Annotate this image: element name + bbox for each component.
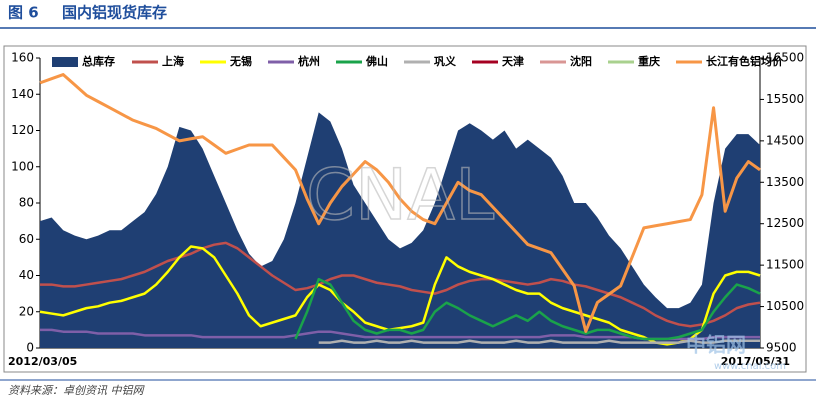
line-series: [294, 277, 761, 341]
y2-tick-label: 16500: [766, 51, 804, 65]
legend-label: 无锡: [229, 54, 252, 68]
x-tick-label: 2017/05/31: [721, 355, 790, 368]
watermark: CNAL: [306, 154, 494, 236]
plot-area: 0 20 40 60 80 100 120 140 160 9500 10500 11500 12500…: [8, 51, 804, 369]
area-series: [40, 112, 760, 348]
y-tick-label: 160: [11, 51, 34, 65]
legend-label: 巩义: [434, 54, 457, 68]
legend-label: 重庆: [638, 54, 660, 68]
line-series: [40, 241, 761, 328]
figure-number: 图 6: [8, 4, 39, 22]
y2-tick-label: 14500: [766, 133, 804, 147]
legend-label: 沈阳: [570, 54, 592, 68]
y-tick-label: 20: [19, 304, 34, 318]
y2-tick-label: 13500: [766, 175, 804, 189]
chart-frame: [3, 45, 807, 373]
y-tick-label: 80: [19, 196, 34, 210]
line-series: [318, 339, 760, 344]
y2-tick-label: 11500: [766, 258, 804, 272]
legend-swatch: [52, 57, 78, 67]
y-tick-label: 40: [19, 268, 34, 282]
y2-tick-label: 9500: [766, 341, 797, 355]
legend-label: 上海: [162, 54, 184, 68]
legend-label: 佛山: [365, 54, 388, 68]
legend-label: 杭州: [298, 54, 320, 68]
y2-tick-label: 10500: [766, 299, 804, 313]
y2-tick-label: 15500: [766, 92, 804, 106]
y-tick-label: 140: [11, 87, 34, 101]
x-tick-label: 2012/03/05: [8, 355, 77, 368]
chart-title: 国内铝现货库存: [62, 4, 167, 22]
line-series: [39, 245, 761, 346]
legend-label: 总库存: [82, 54, 115, 68]
y-tick-label: 60: [19, 232, 34, 246]
legend-label: 长江有色铝均价: [706, 54, 784, 68]
source-note: 资料来源：卓创资讯 中铝网: [8, 384, 145, 397]
watermark: 中铝网: [686, 333, 746, 357]
line-series: [39, 73, 761, 333]
y-tick-label: 120: [11, 123, 34, 137]
y2-tick-label: 12500: [766, 216, 804, 230]
watermark: www.cnal.com: [714, 361, 786, 372]
y-tick-label: 0: [26, 341, 34, 355]
y-tick-label: 100: [11, 159, 34, 173]
legend-label: 天津: [502, 54, 524, 68]
